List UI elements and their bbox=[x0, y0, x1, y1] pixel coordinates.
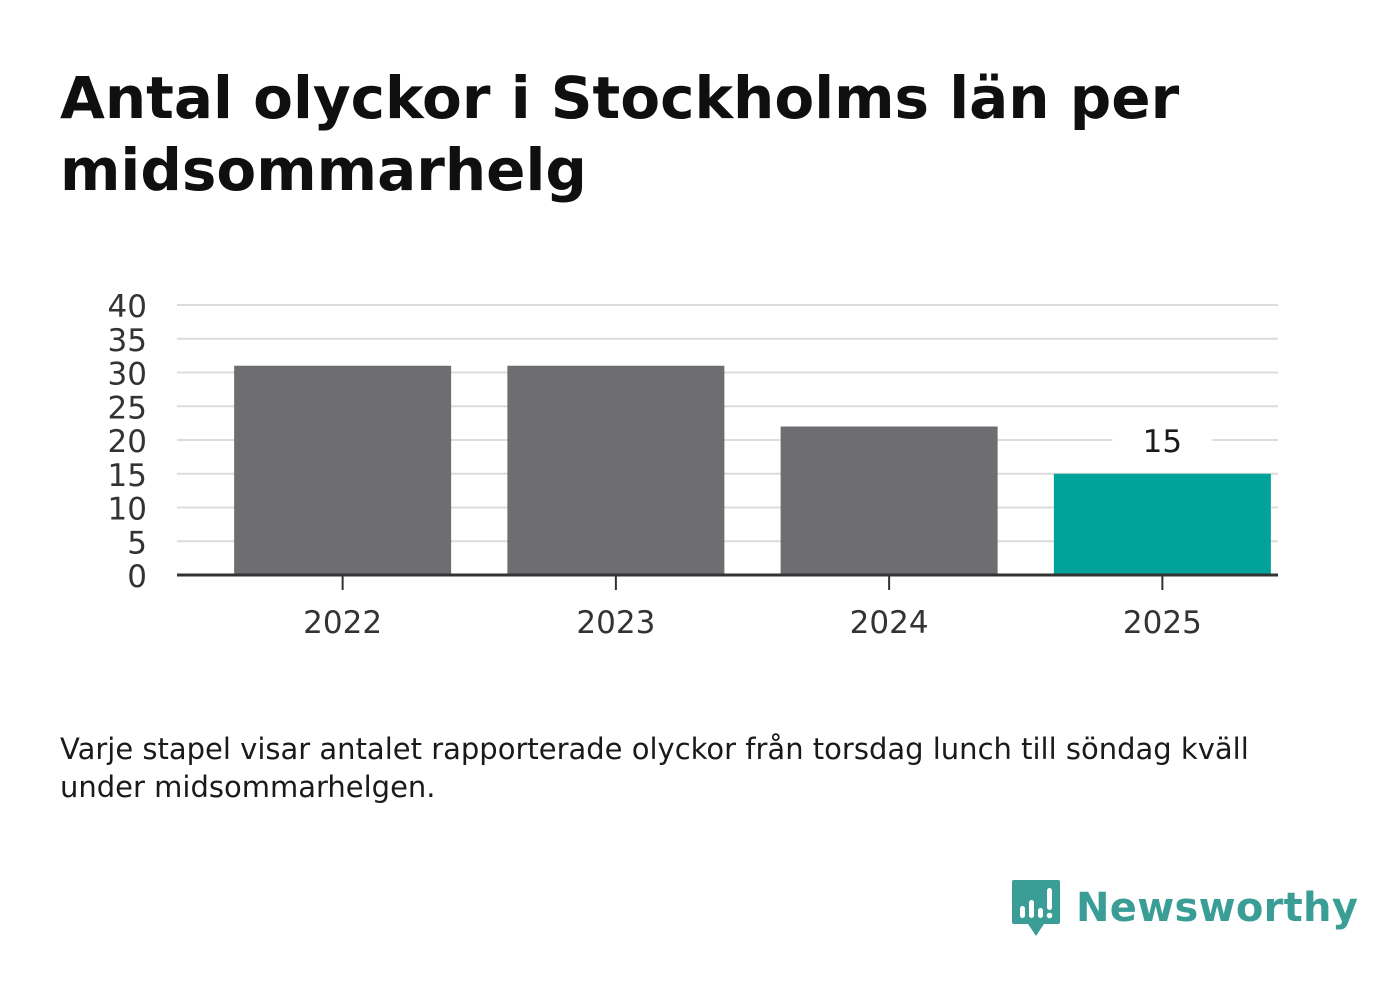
x-tick-label: 2023 bbox=[576, 605, 655, 641]
y-tick-label: 5 bbox=[127, 525, 147, 561]
bar-value-labels: 15 bbox=[1112, 423, 1213, 460]
y-tick-label: 20 bbox=[108, 424, 147, 460]
bar-label-background bbox=[1112, 423, 1213, 460]
x-axis-ticks: 2022 2023 2024 2025 bbox=[303, 575, 1202, 641]
x-tick-label: 2025 bbox=[1123, 605, 1202, 641]
y-tick-label: 35 bbox=[108, 323, 147, 359]
chart-title: Antal olyckor i Stockholms län per midso… bbox=[60, 64, 1180, 204]
y-tick-label: 0 bbox=[127, 559, 147, 595]
chart-note: Varje stapel visar antalet rapporterade … bbox=[60, 732, 1249, 804]
y-tick-label: 15 bbox=[108, 458, 147, 494]
bar-2024 bbox=[780, 426, 998, 575]
bar-2022 bbox=[234, 365, 452, 575]
y-tick-label: 10 bbox=[108, 492, 147, 528]
y-tick-label: 30 bbox=[108, 357, 147, 393]
x-tick-label: 2024 bbox=[850, 605, 929, 641]
brand-name: Newsworthy bbox=[1076, 885, 1359, 931]
y-tick-label: 40 bbox=[108, 289, 147, 325]
bars bbox=[234, 365, 1271, 575]
brand: Newsworthy bbox=[1010, 878, 1358, 938]
bar-value-label: 15 bbox=[1143, 424, 1182, 460]
y-tick-label: 25 bbox=[108, 390, 147, 426]
newsworthy-logo-icon bbox=[1012, 880, 1060, 936]
x-tick-label: 2022 bbox=[303, 605, 382, 641]
bar-2025 bbox=[1053, 473, 1271, 575]
bar-2023 bbox=[507, 365, 725, 575]
